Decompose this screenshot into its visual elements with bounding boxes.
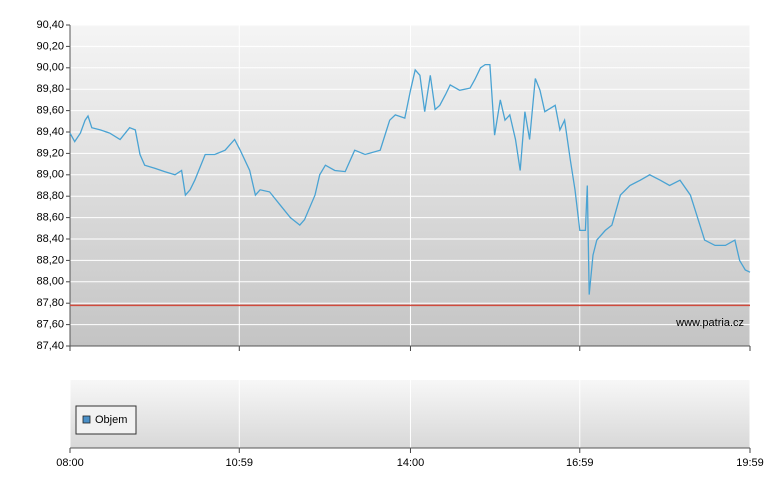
y-tick-label: 90,20	[36, 40, 64, 52]
volume-legend-label: Objem	[95, 414, 127, 426]
watermark: www.patria.cz	[675, 317, 744, 329]
y-tick-label: 89,20	[36, 147, 64, 159]
volume-legend-swatch	[82, 415, 91, 424]
y-tick-label: 88,60	[36, 212, 64, 224]
x-tick-label: 19:59	[736, 457, 764, 469]
y-tick-label: 88,00	[36, 276, 64, 288]
x-tick-label: 10:59	[226, 457, 254, 469]
x-tick-label: 16:59	[566, 457, 594, 469]
y-tick-label: 87,60	[36, 319, 64, 331]
y-tick-label: 88,80	[36, 190, 64, 202]
y-tick-label: 87,40	[36, 340, 64, 352]
y-tick-label: 89,80	[36, 83, 64, 95]
y-tick-label: 88,20	[36, 254, 64, 266]
y-tick-label: 90,40	[36, 19, 64, 31]
y-tick-label: 90,00	[36, 62, 64, 74]
y-tick-label: 89,60	[36, 105, 64, 117]
y-tick-label: 88,40	[36, 233, 64, 245]
x-tick-label: 08:00	[56, 457, 84, 469]
y-tick-label: 87,80	[36, 297, 64, 309]
x-tick-label: 14:00	[397, 457, 425, 469]
y-tick-label: 89,00	[36, 169, 64, 181]
y-tick-label: 89,40	[36, 126, 64, 138]
price-line	[69, 63, 751, 295]
